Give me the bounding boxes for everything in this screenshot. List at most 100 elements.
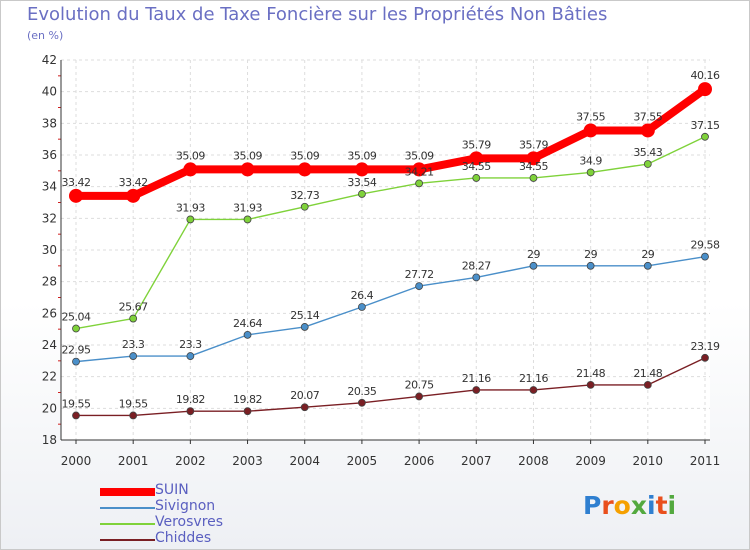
y-tick-label: 34 — [42, 180, 57, 194]
data-point — [643, 160, 652, 168]
data-label: 37.55 — [633, 110, 662, 123]
data-point — [129, 352, 138, 360]
data-point — [183, 162, 198, 177]
data-point — [358, 398, 366, 407]
series-line-verosvres — [75, 136, 706, 330]
x-tick-label: 2006 — [404, 454, 435, 468]
logo-letter: t — [655, 491, 668, 520]
data-label: 35.09 — [290, 149, 319, 162]
data-point — [583, 123, 598, 138]
y-tick-label: 42 — [42, 53, 57, 67]
data-point — [72, 357, 80, 366]
data-label: 34.21 — [405, 165, 434, 178]
data-label: 35.43 — [633, 146, 662, 159]
legend-label: Chiddes — [155, 530, 212, 546]
data-point — [415, 179, 423, 188]
y-tick-label: 24 — [42, 338, 57, 352]
y-tick-label: 32 — [42, 211, 57, 225]
x-tick-label: 2002 — [175, 454, 206, 468]
data-point — [526, 151, 541, 166]
legend-label: Verosvres — [155, 514, 224, 530]
data-label: 20.75 — [405, 378, 434, 391]
data-point — [472, 273, 481, 282]
x-tick-label: 2011 — [690, 454, 721, 468]
x-tick-label: 2005 — [347, 454, 378, 468]
y-tick-label: 40 — [42, 85, 57, 99]
y-tick-label: 30 — [42, 243, 57, 257]
data-point — [698, 82, 712, 97]
data-point — [300, 403, 309, 412]
data-point — [297, 162, 312, 177]
x-tick-label: 2004 — [289, 454, 320, 468]
data-point — [243, 407, 252, 416]
data-label: 29 — [584, 248, 597, 261]
y-tick-label: 28 — [42, 275, 57, 289]
logo-letter: o — [613, 491, 631, 520]
data-label: 35.79 — [519, 138, 548, 151]
x-tick-label: 2007 — [461, 454, 492, 468]
data-label: 31.93 — [233, 201, 262, 214]
data-label: 35.79 — [462, 138, 491, 151]
data-label: 24.64 — [233, 317, 262, 330]
data-label: 23.3 — [122, 338, 145, 351]
data-label: 35.09 — [233, 149, 262, 162]
data-label: 25.14 — [290, 309, 319, 322]
y-tick-label: 26 — [42, 306, 57, 320]
data-point — [640, 123, 655, 138]
x-tick-label: 2008 — [518, 454, 549, 468]
legend-label: SUIN — [155, 482, 189, 498]
data-point — [129, 314, 138, 323]
data-point — [701, 353, 709, 362]
data-label: 35.09 — [347, 149, 376, 162]
data-label: 32.73 — [290, 189, 319, 202]
data-point — [300, 202, 309, 211]
data-label: 20.35 — [347, 385, 376, 398]
data-point — [415, 392, 423, 401]
data-point — [240, 162, 255, 177]
y-tick-label: 22 — [42, 370, 57, 384]
data-point — [472, 386, 481, 394]
data-point — [415, 282, 423, 291]
data-label: 37.15 — [691, 119, 720, 132]
data-label: 23.19 — [691, 340, 720, 353]
y-tick-label: 38 — [42, 116, 57, 130]
logo-letter: i — [647, 491, 656, 520]
data-point — [126, 188, 141, 203]
data-point — [186, 352, 195, 360]
data-point — [472, 174, 481, 182]
data-point — [243, 330, 252, 339]
data-point — [72, 411, 80, 420]
data-label: 22.95 — [62, 344, 91, 357]
data-label: 23.3 — [179, 338, 202, 351]
data-label: 40.16 — [691, 69, 720, 82]
data-label: 21.16 — [519, 372, 548, 385]
data-label: 28.27 — [462, 259, 491, 272]
data-label: 21.48 — [633, 367, 662, 380]
data-point — [186, 407, 195, 416]
series-line-chiddes — [76, 357, 706, 417]
data-label: 34.9 — [579, 154, 602, 167]
data-point — [586, 168, 595, 177]
series-line-sivignon — [75, 255, 706, 363]
legend-swatch — [100, 488, 155, 496]
data-point — [529, 174, 538, 182]
data-point — [529, 386, 538, 394]
data-label: 19.82 — [233, 393, 262, 406]
chart-title: Evolution du Taux de Taxe Foncière sur l… — [27, 4, 608, 25]
data-point — [469, 151, 484, 166]
legend-swatch — [100, 539, 155, 541]
y-tick-label: 18 — [42, 433, 57, 447]
data-point — [358, 190, 366, 198]
logo-letter: i — [667, 491, 677, 520]
data-label: 35.09 — [405, 149, 434, 162]
data-label: 35.09 — [176, 149, 205, 162]
data-point — [412, 162, 427, 177]
data-label: 33.42 — [119, 176, 148, 189]
x-tick-label: 2003 — [232, 454, 263, 468]
logo-letter: x — [630, 491, 647, 520]
data-label: 25.04 — [62, 311, 91, 324]
data-point — [586, 261, 595, 270]
data-label: 31.93 — [176, 201, 205, 214]
y-tick-label: 20 — [42, 401, 57, 415]
